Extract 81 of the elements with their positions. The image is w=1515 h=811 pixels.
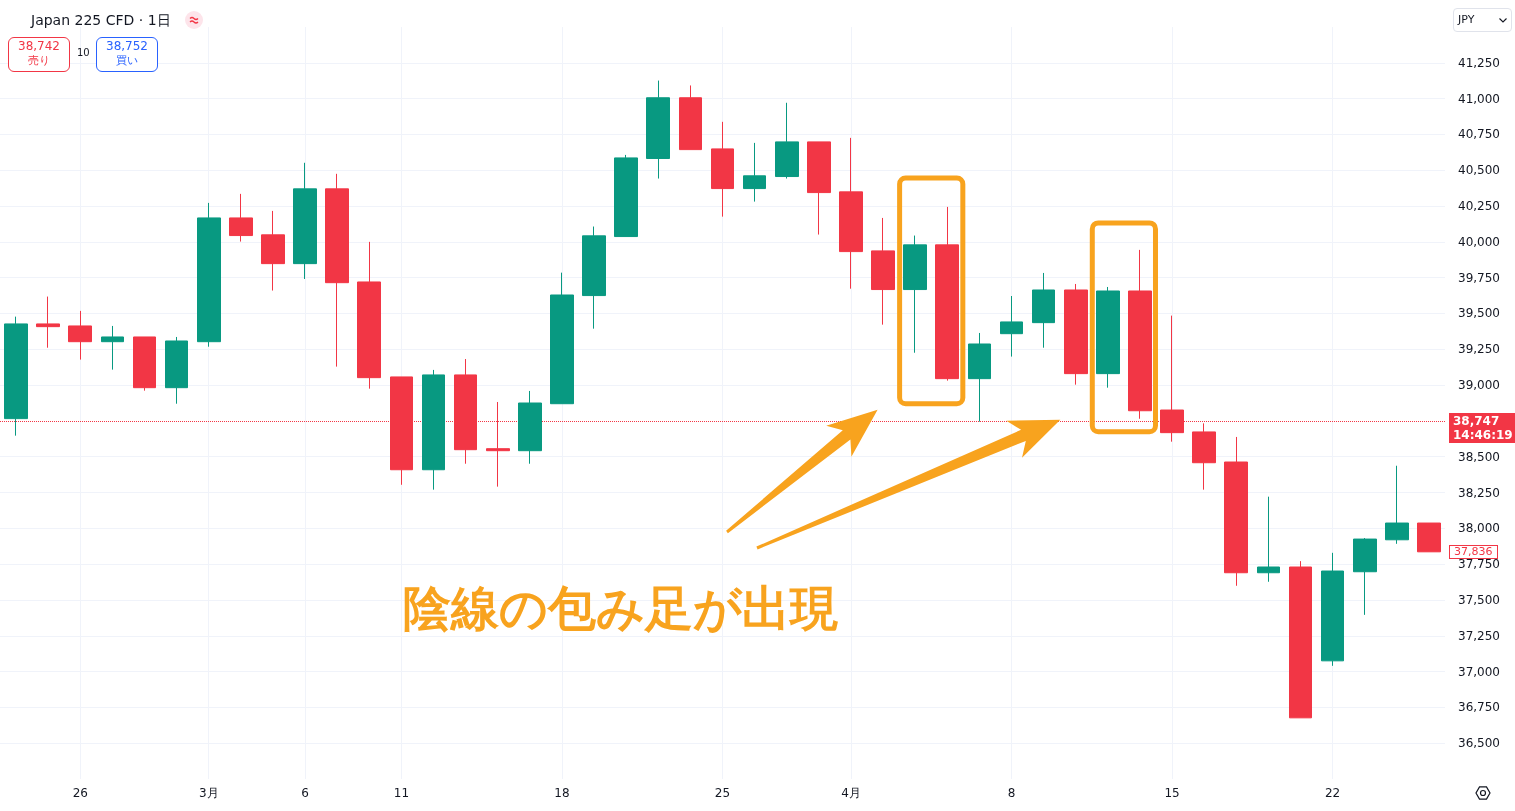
candlestick — [1321, 552, 1344, 667]
candlestick — [1224, 436, 1248, 587]
candlestick — [935, 206, 959, 382]
ref-line-label: 38,747 — [1453, 414, 1501, 429]
candlestick — [229, 193, 253, 243]
candlestick — [165, 336, 188, 405]
y-tick-label: 39,250 — [1458, 342, 1500, 357]
y-tick-label: 41,250 — [1458, 55, 1500, 70]
annotation: 38,742 — [17, 39, 61, 53]
annotation: 10 — [77, 47, 90, 59]
y-tick-label: 39,750 — [1458, 270, 1500, 285]
candlestick — [293, 162, 317, 280]
candlestick — [4, 316, 28, 437]
candlestick — [68, 310, 92, 361]
candlestick — [1032, 272, 1055, 349]
y-tick-label: 40,750 — [1458, 127, 1500, 142]
y-tick-label: 38,500 — [1458, 449, 1500, 464]
y-tick-label: 37,000 — [1458, 664, 1500, 679]
candlestick — [1192, 422, 1216, 491]
y-tick-label: 39,000 — [1458, 378, 1500, 393]
candlestick — [518, 390, 542, 465]
candlestick — [1417, 522, 1441, 553]
y-tick-label: 37,500 — [1458, 592, 1500, 607]
candlestick — [101, 325, 124, 371]
x-tick-label: 4月 — [841, 786, 861, 800]
candlestick — [646, 80, 670, 180]
candlestick — [1257, 496, 1280, 583]
y-tick-label: 40,250 — [1458, 199, 1500, 214]
candlestick — [582, 226, 606, 330]
candlestick — [422, 369, 445, 491]
candlestick — [550, 272, 574, 405]
x-tick-label: 18 — [554, 786, 570, 800]
candlestick — [1128, 249, 1152, 420]
y-tick-label: 41,000 — [1458, 91, 1500, 106]
candlestick — [1289, 560, 1312, 719]
annotation: 38,752 — [105, 39, 149, 53]
candlestick — [133, 336, 156, 392]
y-tick-label: 36,750 — [1458, 700, 1500, 715]
x-tick-label: 8 — [1007, 786, 1016, 800]
annotation: 陰線の包み足が出現 — [403, 580, 838, 636]
candlestick — [871, 217, 895, 326]
text: 14:46:19 — [1453, 428, 1513, 443]
candlestick — [261, 210, 285, 292]
y-tick-label: 40,500 — [1458, 163, 1500, 178]
candlestick — [357, 241, 381, 390]
candlestick — [775, 102, 799, 180]
candlestick — [1096, 286, 1120, 389]
candlestick — [325, 173, 349, 368]
chart-title: Japan 225 CFD · 1日 — [31, 11, 171, 30]
x-tick-label: 15 — [1164, 786, 1180, 800]
annotation: 買い — [115, 54, 139, 68]
candlestick — [1000, 295, 1023, 358]
x-tick-label: 22 — [1324, 786, 1341, 800]
candlestick — [197, 202, 221, 348]
candlestick — [903, 235, 927, 354]
candlestick — [614, 154, 638, 238]
y-tick-label: 36,500 — [1458, 736, 1500, 751]
candlestick — [679, 84, 702, 151]
y-tick-label: 38,000 — [1458, 521, 1500, 536]
candlestick — [711, 121, 734, 218]
x-tick-label: 25 — [714, 786, 731, 800]
y-tick-label: 37,750 — [1458, 557, 1500, 572]
candlestick — [1385, 465, 1409, 545]
candlestick — [807, 141, 831, 236]
x-tick-label: 26 — [72, 786, 88, 800]
candlestick — [839, 137, 863, 290]
candlestick — [36, 296, 60, 349]
candlestick — [968, 332, 991, 423]
x-tick-label: 11 — [393, 786, 410, 800]
x-tick-label: 6 — [301, 786, 309, 800]
candlestick — [1353, 537, 1377, 616]
y-tick-label: 37,250 — [1458, 628, 1500, 643]
annotation: 売り — [27, 54, 51, 68]
candlestick — [743, 142, 766, 203]
x-tick-label: 3月 — [198, 786, 219, 800]
y-tick-label: 38,250 — [1458, 485, 1500, 500]
y-tick-label: 39,500 — [1458, 306, 1500, 321]
text: JPY — [1458, 13, 1475, 27]
y-tick-label: 40,000 — [1458, 234, 1500, 249]
candlestick — [1064, 283, 1088, 386]
text: 37,836 — [1449, 544, 1498, 559]
